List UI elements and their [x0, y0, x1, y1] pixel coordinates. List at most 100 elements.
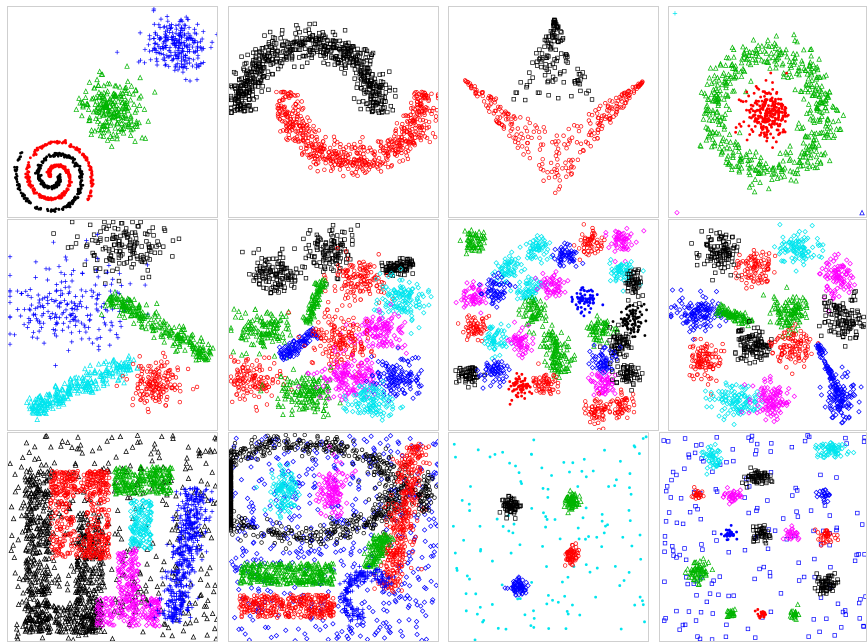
data-point	[169, 34, 174, 40]
data-point	[86, 388, 93, 394]
data-point	[430, 108, 435, 113]
data-point	[58, 173, 62, 176]
data-point	[261, 45, 266, 51]
data-point	[795, 67, 801, 74]
data-point	[755, 170, 762, 177]
data-point	[31, 330, 36, 335]
data-point	[777, 97, 780, 101]
data-point	[136, 301, 142, 308]
data-point	[309, 134, 314, 139]
data-point	[281, 280, 286, 285]
data-point	[103, 269, 109, 275]
data-point	[716, 76, 722, 83]
data-point	[753, 119, 757, 123]
data-point	[307, 21, 312, 27]
data-point	[122, 370, 129, 376]
data-point	[104, 237, 110, 242]
data-point	[172, 68, 178, 73]
data-point	[110, 268, 115, 273]
data-point	[511, 114, 516, 119]
data-point	[589, 112, 595, 118]
data-point	[186, 25, 192, 30]
data-point	[488, 94, 493, 100]
data-point	[62, 190, 66, 193]
data-point	[156, 375, 162, 380]
data-point	[18, 291, 24, 296]
data-point	[163, 370, 168, 375]
data-point	[161, 375, 166, 381]
data-point	[124, 98, 130, 104]
data-point	[239, 54, 244, 59]
data-point	[278, 64, 283, 69]
data-point	[359, 62, 365, 68]
data-point	[171, 324, 177, 330]
data-point	[722, 75, 729, 81]
data-point	[807, 61, 813, 68]
data-point	[800, 162, 806, 168]
data-point	[152, 387, 157, 392]
data-point	[159, 359, 164, 364]
data-point	[108, 366, 114, 372]
data-point	[309, 55, 314, 60]
data-point	[393, 128, 398, 134]
data-point	[283, 38, 288, 44]
data-point	[299, 36, 305, 41]
data-point	[67, 376, 74, 383]
data-point	[163, 45, 168, 50]
data-point	[802, 153, 809, 160]
data-point	[819, 113, 825, 119]
data-point	[327, 150, 332, 155]
data-point	[350, 238, 355, 243]
data-point	[546, 93, 551, 98]
data-point	[348, 257, 353, 262]
data-point	[67, 172, 71, 176]
data-point	[515, 145, 520, 150]
data-point	[284, 51, 289, 57]
data-point	[121, 379, 127, 386]
data-point	[130, 396, 136, 401]
data-point	[146, 274, 152, 280]
data-point	[513, 90, 518, 95]
data-point	[414, 116, 420, 122]
data-point	[293, 41, 299, 47]
data-point	[133, 236, 139, 241]
data-point	[554, 133, 559, 138]
data-point	[271, 276, 276, 282]
data-point	[806, 142, 812, 149]
data-point	[352, 67, 358, 72]
data-point	[26, 316, 32, 321]
data-point	[91, 85, 98, 91]
data-point	[775, 54, 782, 61]
data-point	[41, 144, 45, 148]
data-point	[397, 159, 402, 164]
data-point	[763, 132, 766, 136]
data-point	[56, 196, 60, 199]
data-point	[340, 155, 345, 160]
data-point	[65, 187, 69, 191]
data-point	[165, 330, 171, 336]
data-point	[350, 160, 355, 165]
data-point	[154, 367, 159, 373]
data-point	[53, 363, 58, 368]
data-point	[780, 60, 786, 66]
data-point	[92, 367, 98, 374]
data-point	[805, 101, 812, 107]
data-point	[358, 139, 363, 145]
data-point	[346, 40, 351, 45]
data-point	[129, 265, 134, 270]
data-point	[600, 123, 605, 129]
data-point	[746, 183, 753, 190]
data-point	[79, 175, 83, 178]
data-point	[577, 82, 583, 87]
data-point	[429, 91, 434, 96]
data-point	[756, 114, 760, 118]
data-point	[36, 163, 40, 167]
data-point	[553, 47, 558, 52]
data-point	[386, 138, 391, 143]
data-point	[340, 154, 346, 159]
data-point	[175, 365, 180, 370]
data-point	[268, 269, 273, 274]
data-point	[726, 131, 733, 137]
data-point	[769, 176, 775, 182]
data-point	[332, 62, 337, 67]
